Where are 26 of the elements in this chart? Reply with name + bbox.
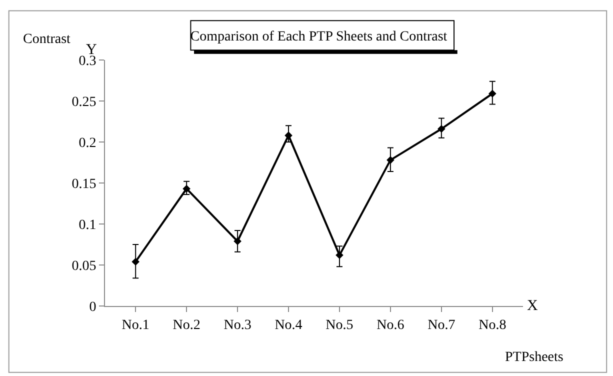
y-tick-label: 0.3 (78, 54, 96, 69)
y-tick-label: 0.1 (78, 218, 96, 233)
x-tick-label: No.7 (428, 318, 456, 333)
point (336, 251, 344, 260)
text: X (527, 298, 538, 314)
y-tick-label: 0.2 (78, 136, 96, 151)
x-tick-label: No.3 (224, 318, 252, 333)
y-tick-label: 0.25 (72, 94, 96, 110)
x-tick-label: No.2 (172, 318, 200, 333)
point (234, 237, 242, 246)
y-tick-label: 0.15 (72, 176, 96, 192)
x-tick-label: No.6 (376, 318, 404, 333)
point (438, 124, 446, 133)
y-axis-title: Contrast (23, 32, 71, 47)
x-tick-label: No.5 (326, 318, 354, 333)
point (132, 258, 140, 266)
x-tick-label: No.1 (122, 318, 150, 333)
point (488, 90, 496, 98)
x-axis-title: PTPsheets (505, 350, 564, 365)
x-tick-label: No.4 (274, 318, 302, 333)
chart-title: Comparison of Each PTP Sheets and Contrast (190, 30, 448, 45)
point (386, 156, 394, 164)
x-tick-label: No.8 (478, 318, 506, 333)
y-tick-label: 0 (89, 300, 96, 315)
point (182, 184, 190, 193)
y-tick-label: 0.05 (72, 258, 96, 274)
